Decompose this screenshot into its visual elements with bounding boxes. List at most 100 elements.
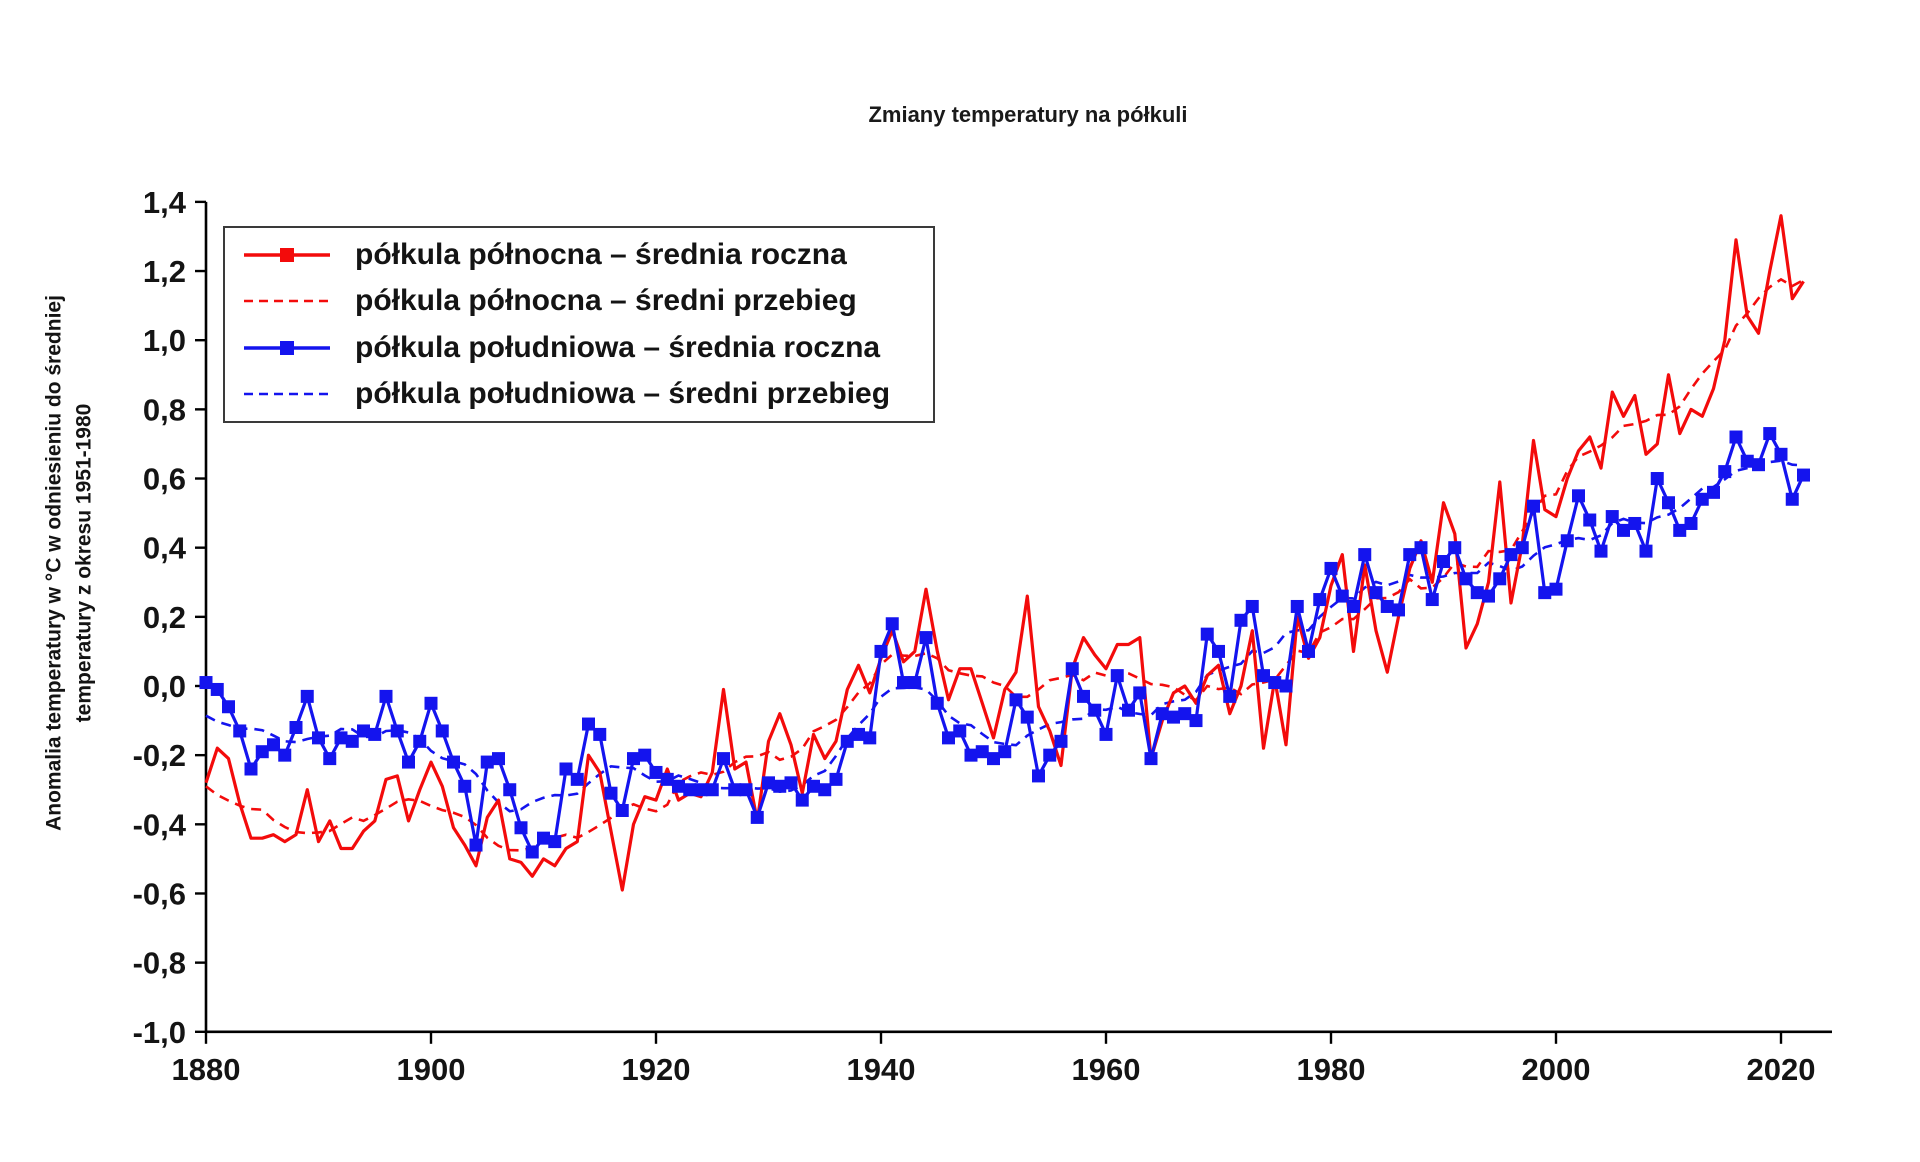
data-point-marker	[278, 748, 292, 762]
data-point-marker	[1369, 586, 1383, 600]
data-point-marker	[312, 731, 325, 745]
data-point-marker	[1324, 561, 1338, 575]
data-point-marker	[593, 727, 607, 741]
data-point-marker	[1189, 714, 1203, 728]
data-point-marker	[1504, 548, 1518, 562]
data-point-marker	[379, 689, 393, 703]
data-point-marker	[390, 724, 404, 738]
data-point-marker	[222, 700, 235, 714]
data-point-marker	[739, 783, 753, 797]
data-point-marker	[1110, 669, 1124, 683]
data-point-marker	[784, 776, 798, 790]
data-point-marker	[1099, 727, 1113, 741]
data-point-marker	[1290, 599, 1304, 613]
x-axis-ticks: 1880 1900 1920 1940 1960 1980 2000 2020	[172, 1031, 1815, 1087]
legend-item-south-annual: półkula południowa – średnia roczna	[225, 326, 933, 370]
x-tick-label: 1900	[397, 1052, 466, 1087]
y-tick-label: -0,2	[133, 738, 186, 773]
data-point-marker	[1774, 447, 1788, 461]
data-point-marker	[930, 696, 944, 710]
y-tick-label: -1,0	[133, 1015, 186, 1050]
data-point-marker	[885, 617, 899, 631]
data-point-marker	[244, 762, 258, 776]
data-point-marker	[1594, 544, 1608, 558]
data-point-marker	[514, 821, 528, 835]
data-point-marker	[818, 783, 832, 797]
data-point-marker	[874, 644, 888, 658]
y-tick-label: 1,4	[143, 185, 187, 220]
data-point-marker	[840, 734, 854, 748]
data-point-marker	[717, 752, 730, 766]
legend-item-label: półkula północna – średnia roczna	[355, 238, 847, 272]
data-point-marker	[1673, 523, 1687, 537]
legend-item-label: półkula południowa – średni przebieg	[355, 376, 891, 410]
data-point-marker	[300, 689, 314, 703]
data-point-marker	[683, 783, 697, 797]
data-point-marker	[289, 720, 303, 734]
data-point-marker	[1392, 603, 1405, 617]
legend-item-label: półkula północna – średni przebieg	[355, 284, 857, 318]
data-point-marker	[1020, 710, 1034, 724]
data-point-marker	[762, 776, 775, 790]
data-point-marker	[852, 727, 865, 741]
data-point-marker	[1785, 492, 1799, 506]
data-point-marker	[728, 783, 742, 797]
blue-solid-line-icon	[244, 340, 330, 355]
data-point-marker	[1437, 555, 1450, 569]
data-point-marker	[694, 783, 708, 797]
series-south-annual-line	[205, 432, 1805, 854]
data-point-marker	[897, 676, 910, 690]
y-tick-label: 0,4	[143, 531, 187, 566]
data-point-marker	[1549, 582, 1563, 596]
x-tick-label: 1940	[847, 1052, 916, 1087]
data-point-marker	[1538, 586, 1552, 600]
data-point-marker	[1628, 516, 1642, 530]
data-point-marker	[705, 783, 719, 797]
data-point-marker	[1155, 707, 1169, 721]
data-point-marker	[357, 724, 370, 738]
data-point-marker	[1605, 510, 1619, 524]
series-south-smooth-line	[205, 459, 1804, 813]
data-point-marker	[1650, 472, 1664, 486]
data-point-marker	[267, 738, 280, 752]
data-point-marker	[1797, 468, 1810, 482]
y-tick-label: 1,0	[143, 323, 186, 358]
data-point-marker	[942, 731, 955, 745]
data-point-marker	[1470, 586, 1484, 600]
data-point-marker	[1133, 686, 1147, 700]
x-tick-label: 1980	[1297, 1052, 1366, 1087]
data-point-marker	[1572, 489, 1585, 503]
data-point-marker	[1740, 454, 1754, 468]
y-tick-label: 0,6	[143, 462, 186, 497]
data-point-marker	[582, 717, 595, 731]
data-point-marker	[795, 793, 809, 807]
data-point-marker	[1065, 662, 1079, 676]
data-point-marker	[323, 752, 337, 766]
data-point-marker	[1459, 572, 1473, 586]
data-point-marker	[1167, 710, 1180, 724]
data-point-marker	[1482, 589, 1495, 603]
data-point-marker	[975, 745, 989, 759]
data-point-marker	[1122, 703, 1135, 717]
data-point-marker	[863, 731, 877, 745]
data-point-marker	[1054, 734, 1068, 748]
data-point-marker	[1414, 541, 1428, 555]
data-point-marker	[525, 845, 539, 859]
series-north-annual-line	[204, 214, 1805, 892]
data-point-marker	[233, 724, 247, 738]
data-point-marker	[1403, 548, 1417, 562]
series-south-annual-markers	[199, 427, 1810, 859]
red-solid-line-icon	[244, 248, 330, 263]
data-point-marker	[1212, 644, 1225, 658]
data-point-marker	[210, 682, 224, 696]
x-tick-label: 1960	[1072, 1052, 1141, 1087]
data-point-marker	[1009, 693, 1023, 707]
data-point-marker	[750, 810, 764, 824]
y-tick-label: 1,2	[143, 254, 186, 289]
data-point-marker	[1617, 523, 1630, 537]
data-point-marker	[1200, 627, 1214, 641]
data-point-marker	[627, 752, 640, 766]
data-point-marker	[1077, 689, 1090, 703]
data-point-marker	[548, 835, 562, 849]
